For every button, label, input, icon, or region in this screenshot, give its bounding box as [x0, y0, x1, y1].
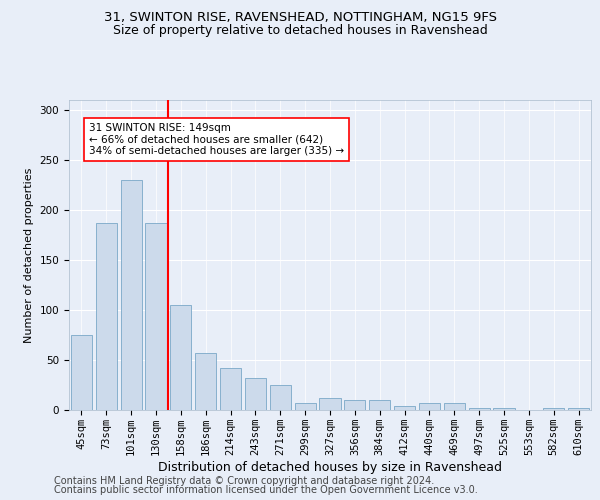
Bar — [195, 353, 216, 410]
Bar — [121, 180, 142, 410]
Text: 31 SWINTON RISE: 149sqm
← 66% of detached houses are smaller (642)
34% of semi-d: 31 SWINTON RISE: 149sqm ← 66% of detache… — [89, 123, 344, 156]
Text: Contains public sector information licensed under the Open Government Licence v3: Contains public sector information licen… — [54, 485, 478, 495]
Bar — [245, 378, 266, 410]
Bar — [295, 403, 316, 410]
Bar — [469, 408, 490, 410]
Bar — [568, 408, 589, 410]
Text: Size of property relative to detached houses in Ravenshead: Size of property relative to detached ho… — [113, 24, 487, 37]
X-axis label: Distribution of detached houses by size in Ravenshead: Distribution of detached houses by size … — [158, 460, 502, 473]
Y-axis label: Number of detached properties: Number of detached properties — [24, 168, 34, 342]
Bar — [493, 408, 515, 410]
Bar — [419, 403, 440, 410]
Bar — [96, 223, 117, 410]
Bar — [145, 223, 167, 410]
Text: 31, SWINTON RISE, RAVENSHEAD, NOTTINGHAM, NG15 9FS: 31, SWINTON RISE, RAVENSHEAD, NOTTINGHAM… — [104, 11, 497, 24]
Bar — [344, 400, 365, 410]
Bar — [394, 406, 415, 410]
Bar — [369, 400, 390, 410]
Bar — [270, 385, 291, 410]
Bar — [71, 335, 92, 410]
Text: Contains HM Land Registry data © Crown copyright and database right 2024.: Contains HM Land Registry data © Crown c… — [54, 476, 434, 486]
Bar — [220, 368, 241, 410]
Bar — [444, 403, 465, 410]
Bar — [543, 408, 564, 410]
Bar — [319, 398, 341, 410]
Bar — [170, 305, 191, 410]
